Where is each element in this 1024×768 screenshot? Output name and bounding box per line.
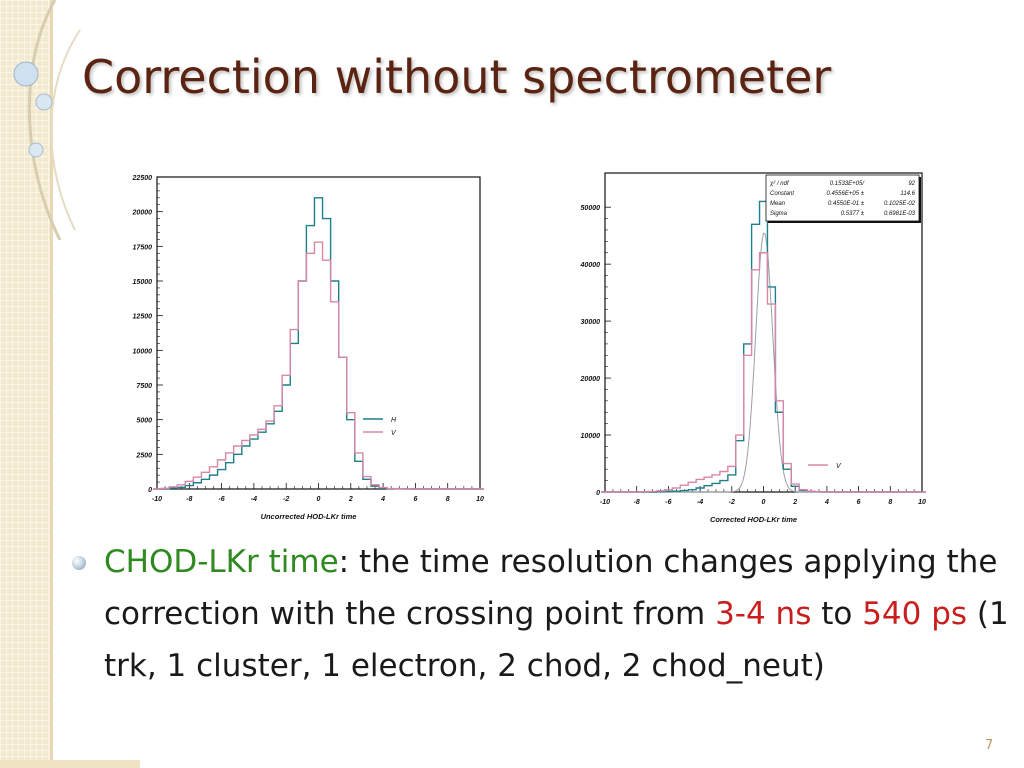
stats-label: Mean xyxy=(770,201,786,207)
decorative-arc xyxy=(50,29,81,231)
slide-title: Correction without spectrometer xyxy=(82,50,832,104)
y-tick-label: 17500 xyxy=(133,244,153,251)
histogram-uncorrected: -10 -8 -6 -4 -2 0 2 4 6 8 10 0 2500 5000 7500 10000 1250… xyxy=(110,160,500,525)
stats-value: 0.1533E+05/ xyxy=(830,181,866,187)
x-tick-label: 0 xyxy=(317,496,321,503)
histogram-series-h xyxy=(601,200,926,493)
histogram-series-v xyxy=(601,252,926,493)
x-tick-label: -10 xyxy=(152,496,162,503)
histogram-uncorrected-svg: -10 -8 -6 -4 -2 0 2 4 6 8 10 0 2500 5000 7500 10000 1250… xyxy=(132,175,485,521)
y-tick-label: 10000 xyxy=(133,348,153,355)
stats-label: Sigma xyxy=(770,211,788,217)
x-tick-label: -4 xyxy=(251,496,257,503)
x-tick-label: -4 xyxy=(697,499,703,506)
x-tick-label: -2 xyxy=(729,499,735,506)
legend-label: H xyxy=(391,417,397,424)
x-tick-label: 4 xyxy=(824,499,829,506)
decorative-bubble xyxy=(35,93,53,111)
bullet-icon xyxy=(72,556,86,570)
stats-error: 0.6981E-03 xyxy=(884,211,916,217)
histogram-corrected-svg: -10 -8 -6 -4 -2 0 2 4 6 8 10 0 10000 20000 30000 40000 5… xyxy=(580,172,926,524)
stats-box xyxy=(765,174,920,222)
x-tick-label: 6 xyxy=(857,499,861,506)
decorative-left-strip xyxy=(0,0,50,768)
decorative-left-edge xyxy=(50,0,53,768)
histogram-corrected: -10 -8 -6 -4 -2 0 2 4 6 8 10 0 10000 20000 30000 40000 5… xyxy=(560,160,945,525)
gaussian-fit-curve xyxy=(605,232,922,493)
x-tick-label: -2 xyxy=(283,496,289,503)
stats-error: 92 xyxy=(908,181,915,187)
bullet-value-after: 540 ps xyxy=(862,596,968,632)
x-tick-label: 8 xyxy=(446,496,450,503)
x-tick-label: -6 xyxy=(665,499,671,506)
x-tick-label: -8 xyxy=(186,496,192,503)
decorative-arc xyxy=(27,0,62,240)
x-tick-label: 0 xyxy=(762,499,766,506)
stats-value: 0.5377 ± xyxy=(841,211,865,217)
y-tick-label: 15000 xyxy=(133,279,153,286)
x-tick-label: 8 xyxy=(888,499,892,506)
y-tick-label: 10000 xyxy=(581,433,601,440)
y-tick-label: 50000 xyxy=(581,205,601,212)
bullet-part-1: the time resolution changes applying the… xyxy=(104,544,998,632)
x-tick-label: 2 xyxy=(792,499,797,506)
decorative-bottom-strip xyxy=(0,760,140,768)
x-tick-label: -8 xyxy=(634,499,640,506)
decorative-bubble xyxy=(13,61,39,87)
y-tick-label: 20000 xyxy=(580,376,601,383)
plot-frame xyxy=(156,176,481,490)
stats-value: 0.4550E-01 ± xyxy=(828,201,865,207)
x-tick-label: -6 xyxy=(218,496,224,503)
decorative-bubble xyxy=(28,142,44,158)
x-tick-label: 10 xyxy=(918,499,926,506)
stats-label: Constant xyxy=(770,191,794,197)
y-tick-label: 0 xyxy=(596,490,600,497)
stats-value: 0.4556E+05 ± xyxy=(827,191,865,197)
stats-label: χ² / ndf xyxy=(769,181,790,187)
bullet-part-2: to xyxy=(811,596,863,632)
y-tick-label: 12500 xyxy=(133,314,153,321)
y-tick-label: 2500 xyxy=(135,452,152,459)
legend-label: V xyxy=(391,430,397,437)
x-tick-label: 4 xyxy=(380,496,385,503)
y-tick-label: 7500 xyxy=(136,383,152,390)
bullet-value-before: 3-4 ns xyxy=(715,596,812,632)
x-tick-label: -10 xyxy=(600,499,610,506)
x-tick-label: 2 xyxy=(348,496,353,503)
y-tick-label: 30000 xyxy=(581,319,601,326)
legend-label: V xyxy=(836,463,842,470)
y-tick-label: 0 xyxy=(148,487,152,494)
x-axis-label: Corrected HOD-LKr time xyxy=(710,515,797,524)
x-tick-label: 10 xyxy=(476,496,484,503)
bullet-term: CHOD-LKr time xyxy=(104,544,339,580)
stats-error: 114.6 xyxy=(900,191,915,197)
histogram-series-v xyxy=(152,241,485,490)
bullet-part-3: (1 trk, 1 cluster, 1 electron, 2 chod, 2… xyxy=(104,596,1009,684)
y-tick-label: 22500 xyxy=(132,175,153,182)
y-tick-label: 40000 xyxy=(580,262,601,269)
bullet-separator: : xyxy=(338,544,350,580)
stats-error: 0.1025E-02 xyxy=(884,201,916,207)
x-tick-label: 6 xyxy=(413,496,417,503)
bullet-text: CHOD-LKr time: the time resolution chang… xyxy=(104,536,1016,692)
decorative-bubbles xyxy=(13,0,81,240)
x-axis-label: Uncorrected HOD-LKr time xyxy=(261,512,357,521)
page-number: 7 xyxy=(985,738,994,753)
y-tick-label: 20000 xyxy=(132,210,153,217)
y-tick-label: 5000 xyxy=(136,418,152,425)
